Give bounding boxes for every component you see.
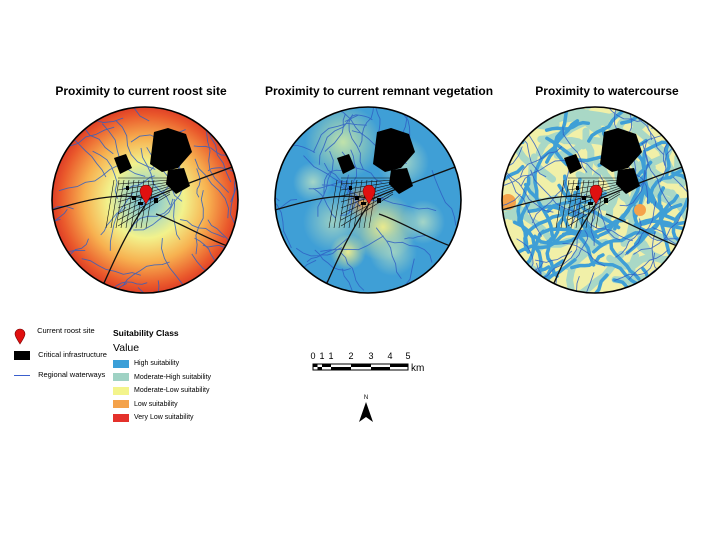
legend-waterways-label: Regional waterways	[38, 370, 106, 379]
suitability-swatch	[113, 413, 129, 422]
north-label: N	[364, 395, 368, 401]
scale-tick-label: 4	[387, 351, 392, 361]
roost-site-marker	[139, 184, 153, 205]
roost-site-marker	[589, 184, 603, 205]
infrastructure-swatch	[14, 350, 30, 360]
scale-unit-label: km	[411, 363, 424, 374]
scale-bar-segments	[312, 363, 409, 371]
north-arrow-icon: N	[359, 395, 373, 422]
scale-tick-label: 2	[348, 351, 353, 361]
suitability-class-label: High suitability	[134, 360, 180, 368]
legend-infrastructure-label: Critical infrastructure	[38, 350, 107, 359]
suitability-class-row: High suitability	[113, 357, 211, 371]
suitability-class-label: Low suitability	[134, 400, 178, 408]
suitability-swatch	[113, 386, 129, 395]
suitability-class-label: Moderate-High suitability	[134, 373, 212, 381]
scale-tick-label: 5	[405, 351, 410, 361]
suitability-class-label: Very Low suitability	[134, 414, 194, 422]
suitability-swatch	[113, 373, 129, 382]
suitability-class-row: Moderate-Low suitability	[113, 384, 211, 398]
suitability-swatch	[113, 359, 129, 368]
suitability-legend: Suitability Class Value High suitability…	[113, 328, 211, 425]
suitability-value-label: Value	[113, 342, 140, 354]
panel-title-watercourse: Proximity to watercourse	[535, 84, 679, 98]
suitability-class-row: Low suitability	[113, 398, 211, 412]
roost-marker-icon	[14, 328, 26, 345]
scale-tick-label: 0	[310, 351, 315, 361]
suitability-class-label: Moderate-Low suitability	[134, 387, 210, 395]
waterway-line-swatch	[14, 374, 30, 376]
suitability-class-row: Moderate-High suitability	[113, 371, 211, 385]
panel-title-vegetation: Proximity to current remnant vegetation	[264, 84, 494, 98]
legend-roost-label: Current roost site	[37, 326, 95, 336]
map-roost	[51, 106, 239, 294]
scale-tick-label: 1	[328, 351, 333, 361]
scale-bar: 0 1 1 2 3 4 5 km	[310, 351, 424, 374]
scale-tick-label: 1	[319, 351, 324, 361]
panel-title-roost: Proximity to current roost site	[55, 84, 227, 98]
map-vegetation	[274, 106, 462, 294]
suitability-class-row: Very Low suitability	[113, 411, 211, 425]
scale-tick-label: 3	[368, 351, 373, 361]
suitability-swatch	[113, 400, 129, 409]
roost-site-marker	[362, 184, 376, 205]
suitability-heading: Suitability Class	[113, 328, 179, 338]
map-watercourse	[501, 106, 689, 294]
